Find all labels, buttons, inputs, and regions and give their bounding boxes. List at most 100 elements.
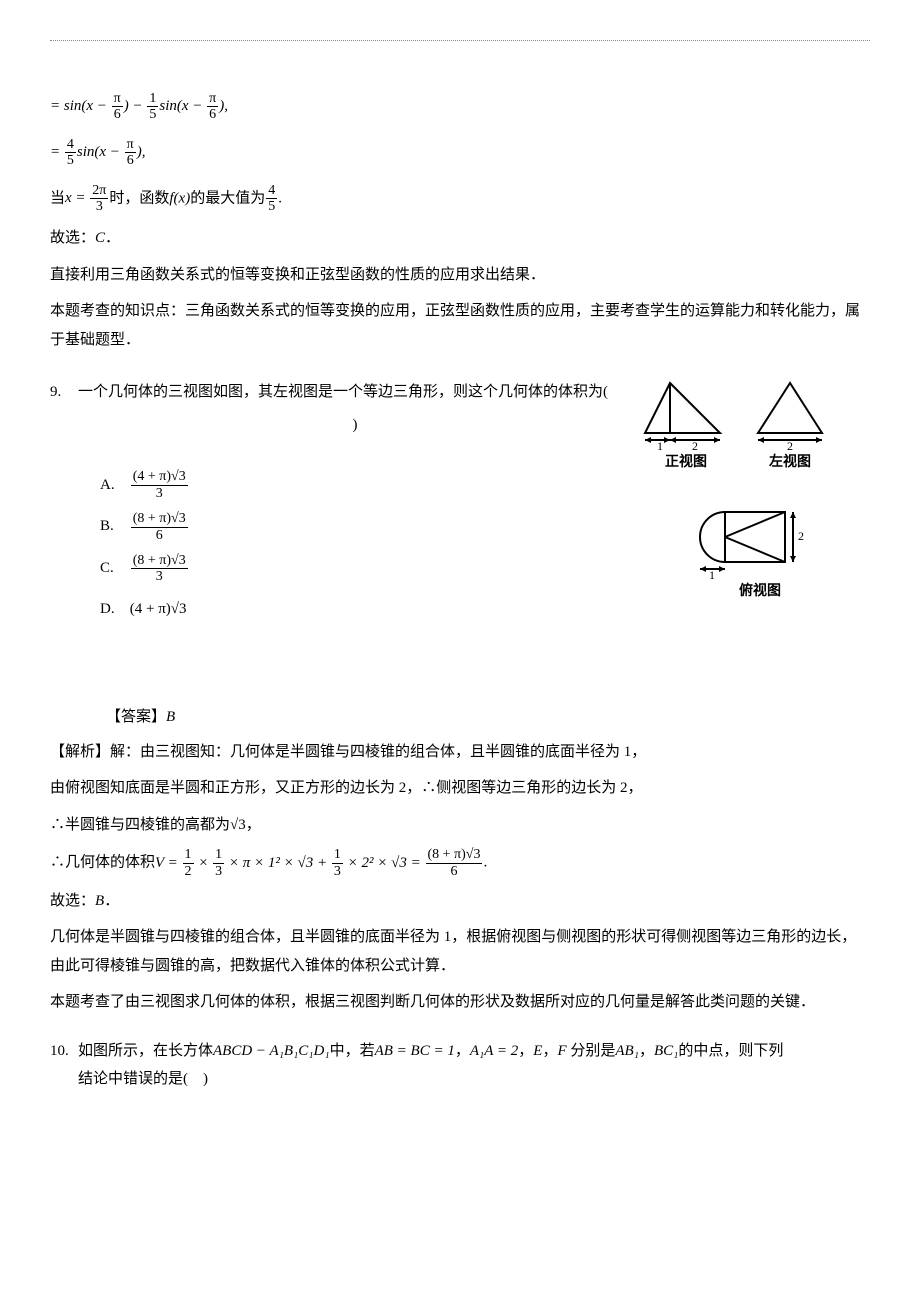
frac-pi6: π6: [125, 137, 136, 169]
text: = sin(: [50, 98, 86, 114]
prev-select: 故选：C．: [50, 224, 870, 253]
opt-frac: (8 + π)√36: [131, 511, 188, 543]
q9-sol-l4: ∴几何体的体积V = 12 × 13 × π × 1² × √3 + 13 × …: [50, 847, 870, 879]
text: V =: [155, 855, 182, 871]
text: sin(: [77, 144, 100, 160]
text: ),: [137, 144, 146, 160]
frac-pi6: π6: [207, 91, 218, 123]
frac: 13: [332, 847, 343, 879]
text: ．: [104, 893, 119, 909]
opt-label: D.: [100, 595, 126, 624]
answer-label: 【答案】: [106, 709, 166, 725]
frac: 12: [183, 847, 194, 879]
option-c: C. (8 + π)√33: [100, 553, 632, 585]
frac-1-5: 15: [147, 91, 158, 123]
text: 当: [50, 190, 65, 206]
option-a: A. (4 + π)√33: [100, 469, 632, 501]
prev-cond: 当x = 2π3时，函数f(x)的最大值为45.: [50, 183, 870, 215]
text: 中，若: [330, 1043, 375, 1059]
frac: 13: [213, 847, 224, 879]
answer-letter: C: [95, 230, 105, 246]
math: AB₁: [615, 1043, 639, 1059]
q-body: 如图所示，在长方体ABCD − A₁B₁C₁D₁中，若AB = BC = 1，A…: [78, 1037, 870, 1094]
prev-expl2: 本题考查的知识点：三角函数关系式的恒等变换的应用，正弦型函数性质的应用，主要考查…: [50, 297, 870, 354]
top-view: 2 1 俯视图: [650, 507, 870, 606]
tick-2: 2: [692, 439, 698, 450]
prev-step1: = sin(x − π6) − 15sin(x − π6),: [50, 91, 870, 123]
sol-label: 【解析】: [50, 744, 110, 760]
q-stem: 一个几何体的三视图如图，其左视图是一个等边三角形，则这个几何体的体积为( ): [78, 378, 632, 439]
side-view-label: 左视图: [769, 450, 811, 477]
answer-letter: B: [95, 893, 104, 909]
q9-sol-l3: ∴半圆锥与四棱锥的高都为√3，: [50, 811, 870, 840]
option-b: B. (8 + π)√36: [100, 511, 632, 543]
option-d: D. (4 + π)√3: [100, 595, 632, 624]
q-figure: 1 2 正视图 2 左视图: [640, 378, 870, 605]
frac: (8 + π)√36: [426, 847, 483, 879]
text: f(x): [169, 190, 190, 206]
q9-sol-l6: 本题考查了由三视图求几何体的体积，根据三视图判断几何体的形状及数据所对应的几何量…: [50, 988, 870, 1017]
q9-sol-l1: 【解析】解：由三视图知：几何体是半圆锥与四棱锥的组合体，且半圆锥的底面半径为 1…: [50, 738, 870, 767]
frac-2pi-3: 2π3: [90, 183, 108, 215]
stem-close: ): [353, 417, 358, 433]
text: ) −: [124, 98, 147, 114]
text: 时，函数: [109, 190, 169, 206]
tick-1: 1: [709, 568, 715, 579]
math: ABCD − A₁B₁C₁D₁: [213, 1043, 330, 1059]
q9-sol-l2: 由俯视图知底面是半圆和正方形，又正方形的边长为 2，∴侧视图等边三角形的边长为 …: [50, 774, 870, 803]
prev-expl1: 直接利用三角函数关系式的恒等变换和正弦型函数的性质的应用求出结果．: [50, 261, 870, 290]
front-view: 1 2 正视图: [640, 378, 732, 477]
text: × π × 1² × √3 +: [225, 855, 331, 871]
text: x −: [182, 98, 206, 114]
text: x −: [99, 144, 123, 160]
q-stem-l2: 结论中错误的是( ): [78, 1065, 870, 1094]
tick-2: 2: [798, 529, 804, 543]
frac-pi6: π6: [112, 91, 123, 123]
q-body: 一个几何体的三视图如图，其左视图是一个等边三角形，则这个几何体的体积为( ) A…: [78, 378, 632, 633]
question-10: 10. 如图所示，在长方体ABCD − A₁B₁C₁D₁中，若AB = BC =…: [50, 1037, 870, 1094]
front-view-label: 正视图: [665, 450, 707, 477]
math: BC₁: [654, 1043, 678, 1059]
math: F: [557, 1043, 566, 1059]
opt-label: A.: [100, 471, 126, 500]
prev-step2: = 45sin(x − π6),: [50, 137, 870, 169]
text: ×: [195, 855, 213, 871]
text: ，: [639, 1043, 654, 1059]
math: AB = BC = 1: [375, 1043, 455, 1059]
text: sin(: [159, 98, 182, 114]
tick-1: 1: [657, 439, 663, 450]
text: ),: [219, 98, 228, 114]
stem-text: 一个几何体的三视图如图，其左视图是一个等边三角形，则这个几何体的体积为(: [78, 384, 608, 400]
opt-label: C.: [100, 554, 126, 583]
opt-frac: (4 + π)√33: [131, 469, 188, 501]
text: x =: [65, 190, 89, 206]
text: .: [483, 855, 487, 871]
text: ，: [518, 1043, 533, 1059]
text: ，: [542, 1043, 557, 1059]
text: 故选：: [50, 230, 95, 246]
opt-label: B.: [100, 512, 126, 541]
text: 解：由三视图知：几何体是半圆锥与四棱锥的组合体，且半圆锥的底面半径为 1，: [110, 744, 646, 760]
q-stem: 如图所示，在长方体ABCD − A₁B₁C₁D₁中，若AB = BC = 1，A…: [78, 1037, 870, 1066]
side-view: 2 左视图: [750, 378, 830, 477]
frac-4-5: 45: [266, 183, 277, 215]
text: ∴几何体的体积: [50, 855, 155, 871]
text: =: [50, 144, 64, 160]
q-number: 9.: [50, 378, 78, 407]
answer-letter: B: [166, 709, 175, 725]
q9-sol-select: 故选：B．: [50, 887, 870, 916]
top-view-svg: 2 1: [690, 507, 830, 579]
text: ，: [455, 1043, 470, 1059]
opt-text: (4 + π)√3: [130, 601, 187, 617]
text: 如图所示，在长方体: [78, 1043, 213, 1059]
header-rule: [50, 40, 870, 41]
math: A₁A = 2: [470, 1043, 518, 1059]
q9-sol-l5: 几何体是半圆锥与四棱锥的组合体，且半圆锥的底面半径为 1，根据俯视图与侧视图的形…: [50, 923, 870, 980]
top-view-label: 俯视图: [739, 579, 781, 606]
text: 的最大值为: [190, 190, 265, 206]
opt-frac: (8 + π)√33: [131, 553, 188, 585]
question-9: 9. 一个几何体的三视图如图，其左视图是一个等边三角形，则这个几何体的体积为( …: [50, 378, 870, 633]
text: 的中点，则下列: [678, 1043, 783, 1059]
q9-answer: 【答案】B: [106, 703, 870, 732]
front-view-svg: 1 2: [640, 378, 732, 450]
